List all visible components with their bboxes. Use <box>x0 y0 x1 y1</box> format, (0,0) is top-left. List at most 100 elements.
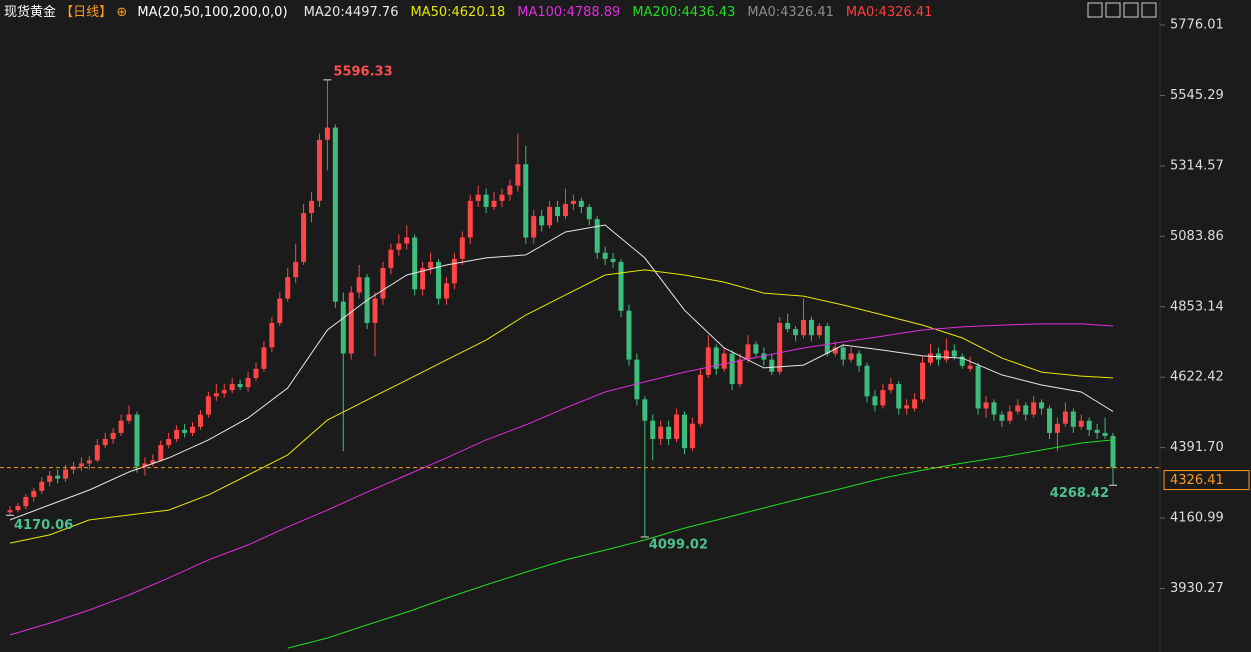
candle-body <box>658 426 664 439</box>
candle-body <box>816 326 822 336</box>
candle-body <box>975 365 981 409</box>
candle-body <box>253 368 259 378</box>
candle-body <box>459 237 465 259</box>
candle-body <box>324 127 330 140</box>
candle-body <box>547 206 553 226</box>
candle-body <box>356 277 362 293</box>
candle-body <box>578 200 584 207</box>
candle-body <box>562 203 568 217</box>
candle-body <box>785 322 791 330</box>
candle-body <box>586 206 592 220</box>
candle-body <box>713 347 719 369</box>
ma-legend: MA0:4326.41 <box>747 5 834 20</box>
tool-icon[interactable] <box>1105 2 1121 18</box>
y-tick-label: 5314.57 <box>1170 158 1224 173</box>
extreme-label: 4170.06 <box>14 518 73 533</box>
candle-body <box>959 356 965 366</box>
indicator[interactable]: MA(20,50,100,200,0,0) <box>137 5 287 20</box>
candle-body <box>674 414 680 439</box>
candle-body <box>1070 411 1076 427</box>
candle-body <box>642 399 648 421</box>
candle-body <box>1015 405 1021 412</box>
extreme-label: 4268.42 <box>1050 486 1109 501</box>
candle-body <box>737 359 743 385</box>
candle-body <box>118 420 124 433</box>
tool-icon[interactable] <box>1141 2 1157 18</box>
candle-body <box>1102 432 1108 436</box>
candle-body <box>927 353 933 363</box>
candle-body <box>372 298 378 323</box>
candle-body <box>745 344 751 360</box>
candle-body <box>277 298 283 323</box>
candle-body <box>920 362 926 400</box>
candle-body <box>491 200 497 207</box>
candle-body <box>523 164 529 238</box>
candle-body <box>943 350 949 360</box>
candle-body <box>420 268 426 290</box>
candle-body <box>650 420 656 439</box>
ma-line <box>9 323 1114 636</box>
candle-body <box>1054 423 1060 433</box>
candle-body <box>166 438 172 446</box>
ma-line <box>9 224 1114 521</box>
candle-body <box>499 194 505 201</box>
candle-body <box>483 194 489 207</box>
candle-body <box>269 322 275 348</box>
extreme-label: 5596.33 <box>333 64 392 79</box>
candle-body <box>570 200 576 204</box>
candle-body <box>602 252 608 259</box>
candle-body <box>761 353 767 360</box>
candle-body <box>555 206 561 217</box>
candle-body <box>94 445 100 461</box>
tool-icon[interactable] <box>1087 2 1103 18</box>
ma-legend: MA0:4326.41 <box>846 5 933 20</box>
candle-body <box>793 329 799 336</box>
candle-body <box>110 432 116 439</box>
candle-body <box>78 463 84 467</box>
candle-body <box>142 463 148 467</box>
candle-body <box>594 219 600 253</box>
candle-body <box>1007 411 1013 421</box>
candle-body <box>451 258 457 284</box>
period[interactable]: 【日线】 <box>60 5 112 20</box>
y-tick-label: 4391.70 <box>1170 440 1224 455</box>
candle-body <box>190 426 196 433</box>
candle-body <box>63 469 69 479</box>
candle-body <box>610 258 616 262</box>
y-tick-label: 3930.27 <box>1170 581 1224 596</box>
candle-body <box>55 475 61 479</box>
candle-body <box>15 506 21 511</box>
tool-icon[interactable] <box>1123 2 1139 18</box>
ma-legend: MA20:4497.76 <box>304 5 399 20</box>
candle-body <box>229 384 235 391</box>
candle-body <box>348 292 354 354</box>
candle-body <box>1031 402 1037 415</box>
candle-body <box>896 384 902 409</box>
candle-body <box>666 426 672 439</box>
candle-body <box>721 353 727 369</box>
last-price-box <box>1163 470 1250 491</box>
candle-body <box>769 359 775 372</box>
add-icon[interactable]: ⊕ <box>116 5 127 20</box>
candle-body <box>39 481 45 491</box>
candle-body <box>801 319 807 336</box>
candle-body <box>237 384 243 388</box>
candle-body <box>205 396 211 415</box>
candle-body <box>983 402 989 409</box>
candle-body <box>507 185 513 195</box>
candle-body <box>951 350 957 357</box>
candle-body <box>158 445 164 461</box>
candle-body <box>872 396 878 406</box>
y-tick-label: 5083.86 <box>1170 229 1224 244</box>
candle-body <box>174 429 180 439</box>
candle-body <box>475 194 481 201</box>
candle-body <box>1110 435 1116 468</box>
candle-body <box>618 261 624 311</box>
candle-body <box>134 414 140 467</box>
header: 现货黄金 【日线】 ⊕ MA(20,50,100,200,0,0) MA20:4… <box>4 4 932 20</box>
candle-body <box>705 347 711 375</box>
candle-body <box>332 127 338 302</box>
candle-body <box>293 261 299 278</box>
